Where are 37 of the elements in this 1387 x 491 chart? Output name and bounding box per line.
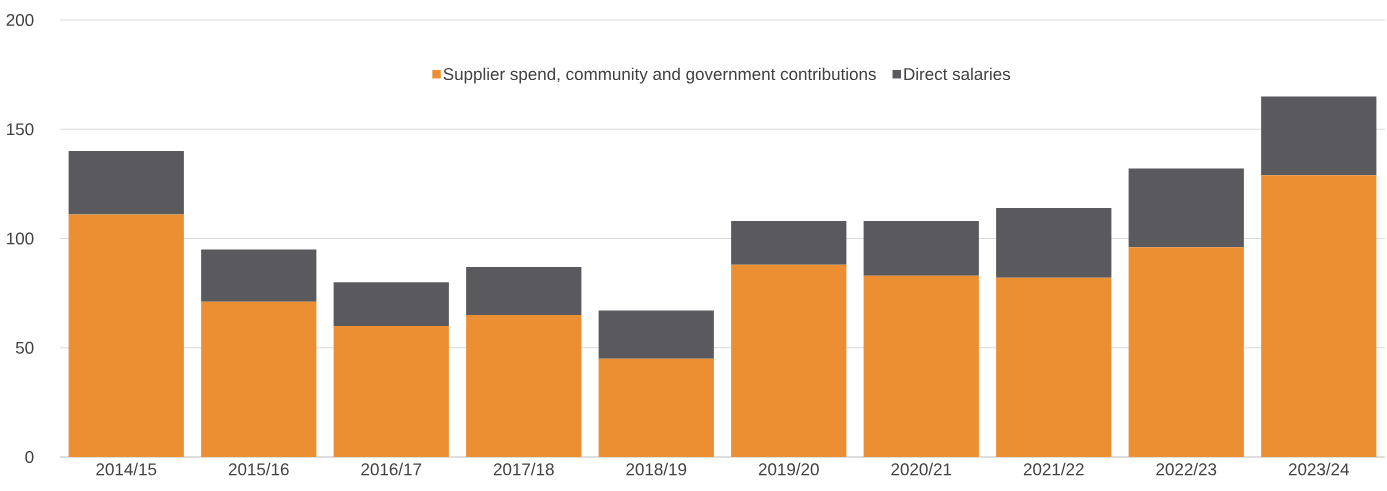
- legend-label: Direct salaries: [904, 67, 1011, 81]
- y-tick-label: 150: [7, 123, 34, 136]
- bar: [863, 221, 979, 276]
- bar: [1128, 247, 1244, 457]
- bar: [201, 249, 317, 302]
- bar: [201, 301, 317, 457]
- x-tick-label: 2018/19: [626, 462, 687, 476]
- bar: [598, 358, 714, 457]
- x-tick-label: 2015/16: [228, 462, 289, 476]
- bar: [466, 314, 582, 457]
- x-tick-label: 2014/15: [96, 462, 157, 476]
- bar: [996, 277, 1112, 457]
- bar: [68, 151, 184, 215]
- bar: [996, 207, 1112, 278]
- y-tick-label: 0: [25, 450, 34, 464]
- bar: [466, 266, 582, 315]
- x-tick-label: 2016/17: [361, 462, 422, 476]
- bar: [598, 310, 714, 359]
- bar: [333, 325, 449, 457]
- x-tick-label: 2021/22: [1023, 462, 1084, 476]
- bar: [333, 282, 449, 326]
- y-tick-label: 50: [15, 341, 34, 354]
- y-tick-label: 100: [7, 232, 34, 245]
- bar: [731, 221, 847, 265]
- legend-label: Supplier spend, community and government contributions: [443, 67, 876, 84]
- bar: [1261, 175, 1377, 457]
- bar: [731, 264, 847, 457]
- bar: [1261, 96, 1377, 176]
- bar: [68, 214, 184, 457]
- y-tick-label: 200: [6, 13, 34, 27]
- bar: [1128, 168, 1244, 248]
- x-tick-label: 2019/20: [758, 462, 819, 476]
- x-tick-label: 2023/24: [1288, 462, 1349, 476]
- x-tick-label: 2017/18: [493, 462, 554, 476]
- x-tick-label: 2022/23: [1156, 462, 1217, 476]
- x-tick-label: 2020/21: [891, 462, 952, 476]
- bar: [863, 275, 979, 457]
